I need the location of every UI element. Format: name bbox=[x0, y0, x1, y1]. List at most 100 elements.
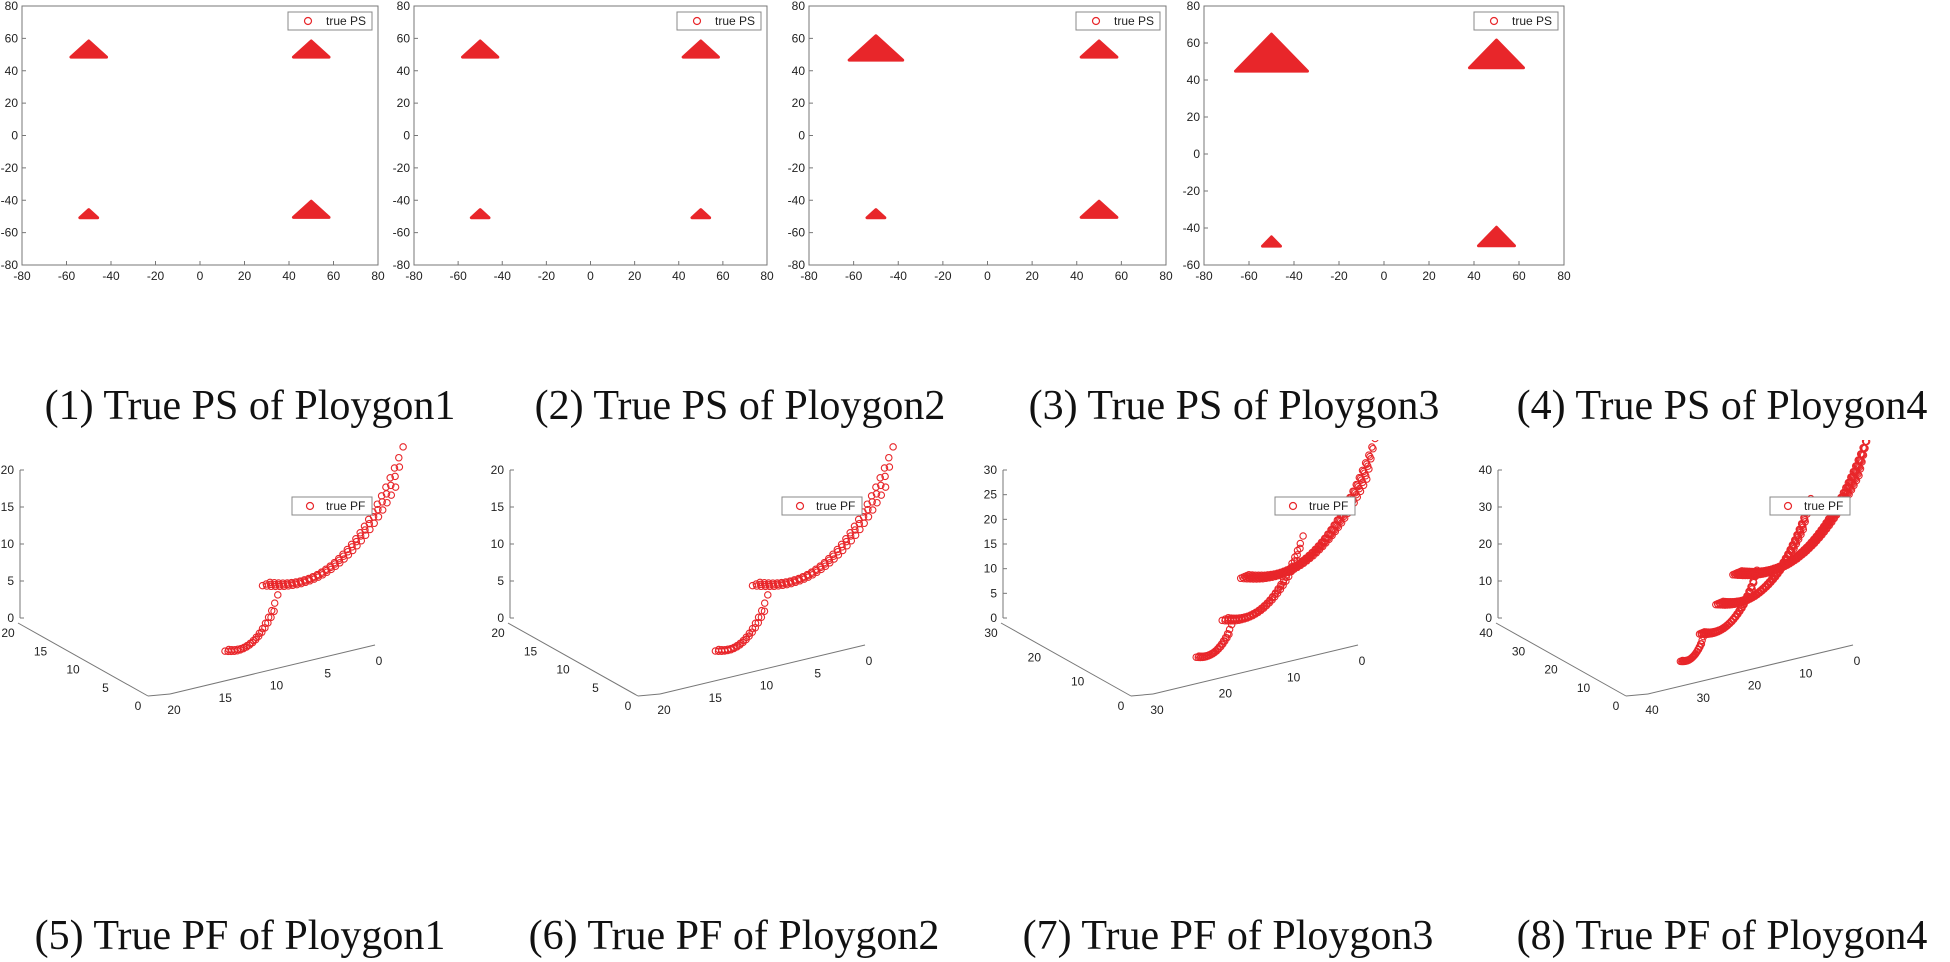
caption-ps4: (4) True PS of Ploygon4 bbox=[1516, 383, 1928, 429]
z-tick-label: 5 bbox=[7, 574, 14, 588]
y-tick-label: -60 bbox=[393, 226, 411, 240]
y-tick-label: 10 bbox=[556, 663, 570, 677]
y-tick-label: 40 bbox=[1187, 73, 1201, 87]
x-tick-label: 20 bbox=[1748, 679, 1762, 693]
x-axis-line bbox=[659, 644, 866, 695]
x-tick-label: -20 bbox=[1330, 269, 1348, 283]
pf-point bbox=[288, 581, 297, 590]
ps-axes-frame bbox=[21, 5, 379, 266]
z-tick-label: 15 bbox=[491, 500, 505, 514]
pf-point bbox=[280, 582, 288, 591]
x-tick-label: 0 bbox=[197, 269, 204, 283]
pf-point bbox=[1291, 553, 1299, 561]
pf-point bbox=[868, 506, 877, 514]
y-tick-label: 60 bbox=[5, 31, 19, 45]
pf-point bbox=[336, 559, 344, 567]
caption-pf3: (7) True PF of Ploygon3 bbox=[1022, 913, 1434, 959]
pf-point bbox=[284, 582, 293, 590]
x-tick-label: -80 bbox=[800, 269, 818, 283]
y-axis-line bbox=[1495, 622, 1627, 697]
pf-point bbox=[880, 464, 889, 472]
pf-point bbox=[1225, 630, 1233, 639]
pf-point bbox=[748, 581, 757, 590]
pf-point bbox=[1765, 580, 1773, 589]
pf-point bbox=[838, 546, 847, 555]
pf-point bbox=[361, 531, 370, 539]
legend-label: true PS bbox=[1114, 14, 1154, 28]
pf-point bbox=[757, 613, 766, 621]
caption-pf2: (6) True PF of Ploygon2 bbox=[528, 913, 940, 959]
x-tick-label: -80 bbox=[1195, 269, 1213, 283]
pf-point bbox=[374, 513, 383, 521]
x-tick-label: 60 bbox=[1115, 269, 1129, 283]
pf-point bbox=[885, 463, 894, 471]
x-tick-label: 30 bbox=[1150, 703, 1164, 717]
x-tick-label: 5 bbox=[324, 666, 331, 680]
pf-point bbox=[353, 541, 361, 550]
pf-point bbox=[1210, 648, 1219, 657]
x-tick-label: 20 bbox=[167, 703, 181, 717]
x-axis-line bbox=[1152, 644, 1359, 695]
pf-point bbox=[829, 552, 838, 560]
pf-point bbox=[856, 525, 864, 534]
pf-point bbox=[1724, 621, 1732, 630]
pf-point bbox=[1739, 571, 1747, 580]
x-tick-label: -40 bbox=[494, 269, 512, 283]
pf-point bbox=[1359, 481, 1368, 490]
legend-box bbox=[1473, 11, 1559, 31]
legend-box bbox=[1769, 496, 1851, 516]
legend-label: true PF bbox=[326, 499, 365, 513]
ps-region bbox=[690, 208, 712, 220]
pf-point bbox=[378, 506, 387, 514]
legend-marker bbox=[1783, 501, 1793, 511]
x-tick-label: 20 bbox=[238, 269, 252, 283]
pf-point bbox=[1743, 571, 1752, 580]
pf-point bbox=[834, 547, 842, 556]
legend-marker bbox=[692, 16, 702, 26]
y-tick-label: 0 bbox=[1118, 699, 1125, 713]
y-tick-label: 0 bbox=[403, 129, 410, 143]
x-tick-label: -40 bbox=[1285, 269, 1303, 283]
y-tick-label: 15 bbox=[34, 644, 48, 658]
legend-marker bbox=[1091, 16, 1101, 26]
x-tick-label: 60 bbox=[716, 269, 730, 283]
pf-point bbox=[1808, 542, 1816, 550]
axis-corner bbox=[147, 693, 171, 697]
pf-point bbox=[387, 491, 396, 499]
z-tick-label: 0 bbox=[1485, 611, 1492, 625]
pf-point bbox=[1799, 525, 1808, 534]
pf-front bbox=[258, 443, 407, 591]
pf-point bbox=[1293, 557, 1301, 565]
y-tick-label: 20 bbox=[1, 626, 15, 640]
pf-point bbox=[804, 573, 813, 581]
pf-front bbox=[748, 443, 897, 591]
pf-point bbox=[1218, 616, 1226, 625]
y-tick-label: 60 bbox=[397, 31, 411, 45]
pf-point bbox=[761, 582, 770, 591]
pf-point bbox=[847, 536, 856, 545]
pf-point bbox=[877, 491, 886, 499]
legend-label: true PF bbox=[1804, 499, 1843, 513]
z-tick-label: 15 bbox=[1, 500, 15, 514]
y-tick-label: 5 bbox=[102, 681, 109, 695]
y-tick-label: 20 bbox=[491, 626, 505, 640]
legend-label: true PS bbox=[715, 14, 755, 28]
pf-point bbox=[1371, 440, 1379, 443]
x-tick-label: 0 bbox=[1854, 654, 1861, 668]
y-tick-label: 30 bbox=[984, 626, 998, 640]
pf-point bbox=[348, 543, 356, 551]
z-tick-label: 10 bbox=[1479, 574, 1493, 588]
x-tick-label: 10 bbox=[760, 679, 774, 693]
pf-point bbox=[366, 525, 374, 534]
ps-region bbox=[1079, 199, 1119, 219]
z-tick-label: 10 bbox=[1, 537, 15, 551]
pf-front bbox=[711, 591, 772, 655]
pf-point bbox=[314, 573, 323, 581]
ps-axes-frame bbox=[808, 5, 1167, 266]
y-tick-label: -20 bbox=[788, 161, 806, 175]
legend-box bbox=[1274, 496, 1356, 516]
caption-ps2: (2) True PS of Ploygon2 bbox=[534, 383, 946, 429]
x-tick-label: 20 bbox=[1219, 687, 1233, 701]
ps-region bbox=[469, 208, 491, 220]
pf-point bbox=[1351, 489, 1359, 497]
